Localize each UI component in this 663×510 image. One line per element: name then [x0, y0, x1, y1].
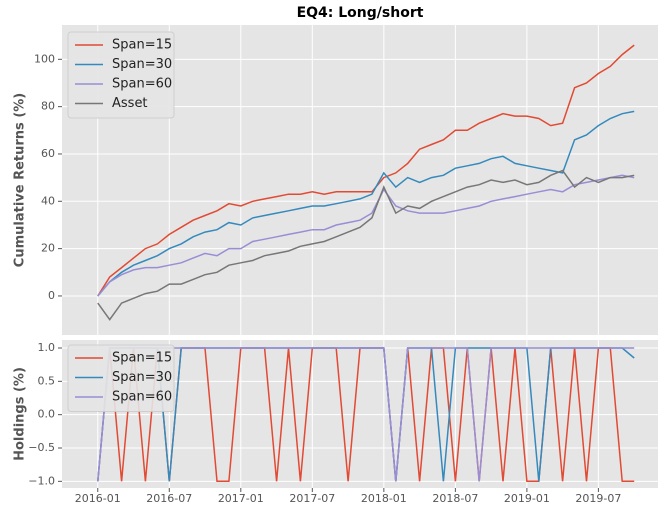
- y-tick-label: 100: [34, 52, 55, 65]
- legend-label: Span=60: [112, 77, 172, 92]
- x-tick-label: 2019-01: [504, 492, 550, 505]
- x-tick-label: 2017-01: [218, 492, 264, 505]
- chart-title: EQ4: Long/short: [297, 5, 424, 21]
- y-tick-label: 0: [48, 289, 55, 302]
- legend-label: Span=30: [112, 370, 172, 385]
- x-tick-label: 2019-07: [575, 492, 621, 505]
- legend-box: [67, 344, 175, 412]
- x-tick-label: 2018-01: [361, 492, 407, 505]
- legend-box: [67, 31, 175, 119]
- legend-label: Span=30: [112, 57, 172, 72]
- y-axis-label: Cumulative Returns (%): [13, 93, 28, 267]
- y-tick-label: 20: [41, 242, 55, 255]
- legend-label: Asset: [112, 96, 148, 111]
- y-tick-label: −1.0: [28, 474, 55, 487]
- y-tick-label: 0.0: [38, 408, 56, 421]
- legend-label: Span=15: [112, 351, 172, 366]
- y-axis-label: Holdings (%): [13, 367, 28, 461]
- legend-label: Span=15: [112, 38, 172, 53]
- y-tick-label: 80: [41, 100, 55, 113]
- series-line: [97, 169, 635, 321]
- series-line: [97, 347, 635, 482]
- y-tick-label: 1.0: [38, 341, 56, 354]
- series-line: [97, 110, 635, 297]
- x-tick-label: 2016-07: [146, 492, 192, 505]
- x-tick-label: 2016-01: [75, 492, 121, 505]
- y-tick-label: −0.5: [28, 441, 55, 454]
- legend-label: Span=60: [112, 390, 172, 405]
- x-tick-label: 2017-07: [289, 492, 335, 505]
- y-tick-label: 0.5: [38, 374, 56, 387]
- x-tick-label: 2018-07: [432, 492, 478, 505]
- series-line: [97, 174, 635, 297]
- series-line: [97, 44, 635, 297]
- y-tick-label: 60: [41, 147, 55, 160]
- y-tick-label: 40: [41, 194, 55, 207]
